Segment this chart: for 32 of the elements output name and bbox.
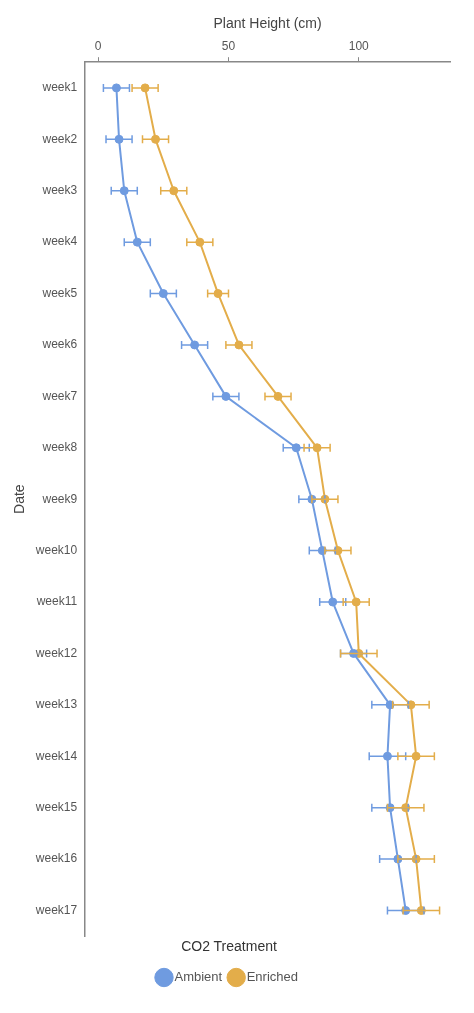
y-tick-label: week12	[34, 645, 78, 660]
x-tick-label: 100	[348, 39, 370, 54]
y-tick-label: week10	[34, 542, 78, 557]
y-tick-label: week16	[34, 851, 78, 866]
point	[221, 391, 231, 401]
point	[411, 751, 421, 761]
y-tick-label: week7	[41, 388, 78, 403]
x-axis-title: Plant Height (cm)	[213, 15, 322, 32]
legend-title: CO2 Treatment	[181, 938, 277, 955]
y-tick-label: week8	[41, 440, 78, 455]
y-tick-label: week9	[41, 491, 78, 506]
point	[158, 289, 168, 299]
point	[151, 134, 161, 144]
y-tick-label: week1	[41, 80, 78, 95]
legend-label: Enriched	[246, 969, 298, 985]
point	[169, 186, 179, 196]
point	[382, 751, 392, 761]
y-tick-label: week4	[41, 234, 78, 249]
y-tick-label: week2	[41, 131, 78, 146]
x-tick-label: 50	[221, 39, 236, 54]
y-tick-label: week13	[34, 697, 78, 712]
y-tick-label: week11	[35, 594, 78, 609]
x-tick-label: 0	[94, 39, 102, 54]
y-tick-label: week6	[41, 337, 78, 352]
legend-label: Ambient	[174, 969, 223, 985]
y-tick-label: week5	[41, 285, 78, 300]
point	[119, 186, 129, 196]
y-tick-label: week15	[34, 799, 78, 814]
y-axis-title: Date	[11, 484, 28, 514]
y-tick-label: week14	[34, 748, 78, 763]
y-tick-label: week17	[34, 902, 78, 917]
y-tick-label: week3	[41, 183, 78, 198]
